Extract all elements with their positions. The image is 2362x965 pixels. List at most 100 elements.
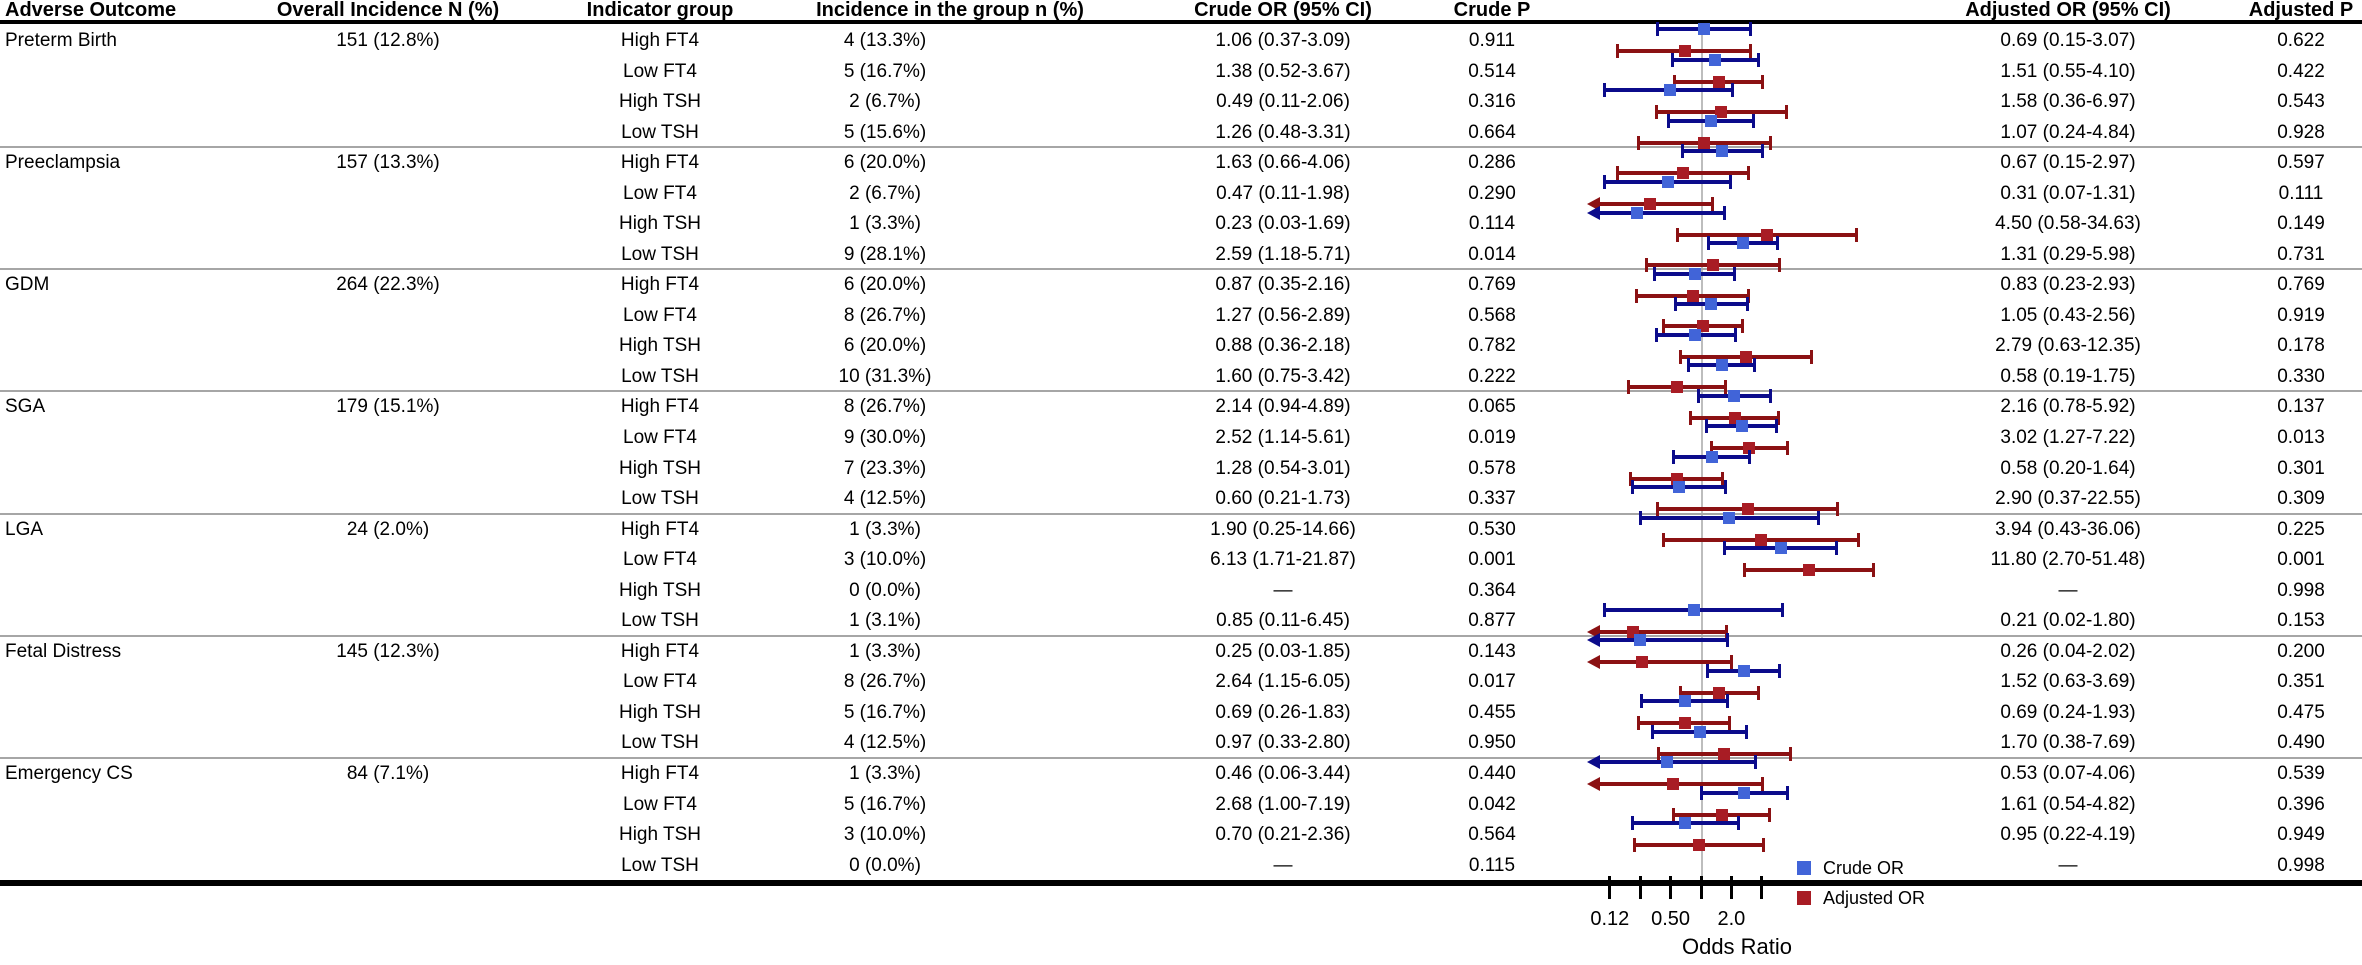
adjusted-or-text: 2.16 (0.78-5.92) xyxy=(2000,396,2136,418)
adjusted-or-text: 0.67 (0.15-2.97) xyxy=(2000,152,2136,174)
crude-marker xyxy=(1663,84,1676,97)
crude-marker xyxy=(1715,359,1728,372)
ci-cap xyxy=(1729,174,1733,189)
adjusted-marker xyxy=(1713,686,1726,699)
ci-cap xyxy=(1725,624,1729,639)
indicator-label: High TSH xyxy=(618,701,702,723)
indicator-label: Low FT4 xyxy=(623,304,697,326)
incidence-value: 6 (20.0%) xyxy=(843,152,927,174)
ci-cap xyxy=(1616,44,1620,59)
crude-or-text: 0.25 (0.03-1.85) xyxy=(1215,640,1351,662)
ci-arrow-left xyxy=(1587,777,1600,792)
column-header-overall-incidence: Overall Incidence N (%) xyxy=(276,0,500,21)
ci-cap xyxy=(1711,196,1715,211)
crude-marker xyxy=(1678,695,1691,708)
ci-cap xyxy=(1748,22,1752,37)
adjusted-p-text: 0.998 xyxy=(2277,579,2325,601)
crude-or-text: 0.97 (0.33-2.80) xyxy=(1215,732,1351,754)
ci-cap xyxy=(1653,266,1657,281)
adjusted-or-text: 1.31 (0.29-5.98) xyxy=(2000,243,2136,265)
axis-tick xyxy=(1638,876,1642,899)
adjusted-marker xyxy=(1706,259,1719,272)
overall-incidence-value: 145 (12.3%) xyxy=(336,640,440,662)
adjusted-or-legend-swatch xyxy=(1797,891,1811,905)
crude-p-text: 0.286 xyxy=(1468,152,1516,174)
ci-cap xyxy=(1775,236,1779,251)
ci-cap xyxy=(1657,746,1661,761)
ci-cap xyxy=(1740,319,1744,334)
adjusted-or-text: 1.05 (0.43-2.56) xyxy=(2000,304,2136,326)
crude-or-text: 0.60 (0.21-1.73) xyxy=(1215,488,1351,510)
crude-marker xyxy=(1735,420,1748,433)
adjusted-p-text: 0.149 xyxy=(2277,213,2325,235)
ci-cap xyxy=(1706,236,1710,251)
adjusted-or-text: — xyxy=(2058,854,2078,876)
adjusted-or-text: 0.21 (0.02-1.80) xyxy=(2000,610,2136,632)
incidence-value: 1 (3.1%) xyxy=(849,610,921,632)
crude-marker xyxy=(1705,298,1718,311)
incidence-value: 2 (6.7%) xyxy=(849,91,921,113)
ci-cap xyxy=(1760,144,1764,159)
ci-cap xyxy=(1786,785,1790,800)
crude-p-text: 0.337 xyxy=(1468,488,1516,510)
crude-or-text: — xyxy=(1273,579,1293,601)
adjusted-or-text: 0.58 (0.20-1.64) xyxy=(2000,457,2136,479)
indicator-label: Low TSH xyxy=(621,732,699,754)
axis-tick xyxy=(1669,876,1673,899)
adjusted-p-text: 0.351 xyxy=(2277,671,2325,693)
column-header-adverse-outcome: Adverse Outcome xyxy=(5,0,177,21)
adjusted-marker xyxy=(1715,106,1728,119)
ci-cap xyxy=(1667,113,1671,128)
crude-or-text: — xyxy=(1273,854,1293,876)
crude-p-text: 0.877 xyxy=(1468,610,1516,632)
crude-or-text: 1.28 (0.54-3.01) xyxy=(1215,457,1351,479)
incidence-value: 1 (3.3%) xyxy=(849,213,921,235)
indicator-label: Low TSH xyxy=(621,610,699,632)
adjusted-marker xyxy=(1740,350,1752,363)
ci-cap xyxy=(1747,166,1751,181)
adjusted-marker xyxy=(1671,381,1684,394)
adjusted-p-text: 0.301 xyxy=(2277,457,2325,479)
crude-or-text: 1.26 (0.48-3.31) xyxy=(1215,121,1351,143)
adjusted-or-text: 1.07 (0.24-4.84) xyxy=(2000,121,2136,143)
indicator-label: High FT4 xyxy=(620,762,700,784)
ci-cap xyxy=(1655,22,1659,37)
adjusted-or-text: 1.61 (0.54-4.82) xyxy=(2000,793,2136,815)
adjusted-or-text: 0.26 (0.04-2.02) xyxy=(2000,640,2136,662)
ci-cap xyxy=(1662,319,1666,334)
adjusted-or-text: 1.58 (0.36-6.97) xyxy=(2000,91,2136,113)
adjusted-marker xyxy=(1715,808,1728,821)
adjusted-p-text: 0.137 xyxy=(2277,396,2325,418)
ci-cap xyxy=(1784,105,1788,120)
crude-p-text: 0.001 xyxy=(1468,549,1516,571)
crude-marker xyxy=(1688,267,1701,280)
ci-cap xyxy=(1640,694,1644,709)
crude-p-text: 0.042 xyxy=(1468,793,1516,815)
adjusted-marker xyxy=(1667,778,1680,791)
crude-marker xyxy=(1723,511,1736,524)
group-separator xyxy=(0,756,2362,759)
ci-cap xyxy=(1854,227,1858,242)
ci-cap xyxy=(1655,502,1659,517)
crude-or-text: 0.23 (0.03-1.69) xyxy=(1215,213,1351,235)
indicator-label: High FT4 xyxy=(620,152,700,174)
crude-or-legend-label: Crude OR xyxy=(1823,858,1905,878)
crude-marker xyxy=(1630,206,1643,219)
ci-cap xyxy=(1636,716,1640,731)
indicator-label: Low TSH xyxy=(621,854,699,876)
crude-or-text: 0.69 (0.26-1.83) xyxy=(1215,701,1351,723)
adjusted-p-text: 0.539 xyxy=(2277,762,2325,784)
incidence-value: 9 (28.1%) xyxy=(843,243,927,265)
crude-p-text: 0.290 xyxy=(1468,182,1516,204)
incidence-value: 1 (3.3%) xyxy=(849,518,921,540)
ci-cap xyxy=(1733,327,1737,342)
ci-cap xyxy=(1635,288,1639,303)
adjusted-or-text: 0.58 (0.19-1.75) xyxy=(2000,365,2136,387)
adjusted-p-text: 0.769 xyxy=(2277,274,2325,296)
crude-marker xyxy=(1693,725,1706,738)
crude-marker xyxy=(1728,389,1741,402)
incidence-value: 3 (10.0%) xyxy=(843,549,927,571)
ci-cap xyxy=(1777,258,1781,273)
column-header-adjusted-or: Adjusted OR (95% CI) xyxy=(1965,0,2171,21)
ci-cap xyxy=(1728,716,1732,731)
